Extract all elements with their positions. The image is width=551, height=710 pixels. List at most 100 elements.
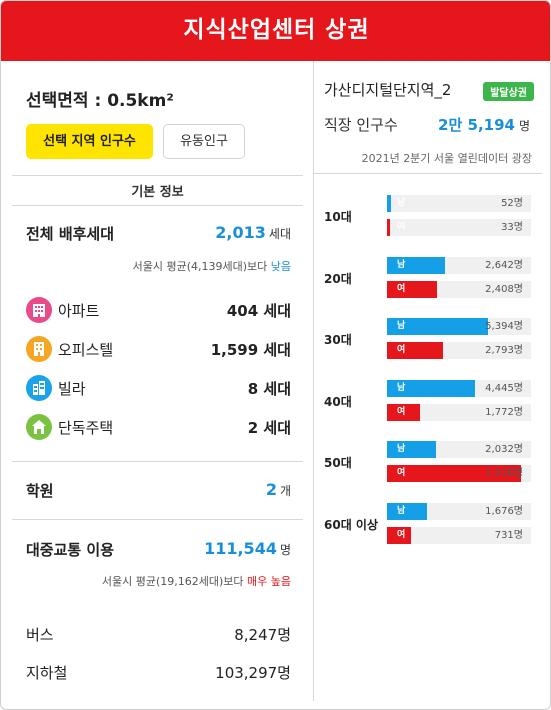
age-group-label: 50대 (324, 456, 352, 470)
male-count: 4,445명 (485, 382, 523, 394)
female-label: 여 (397, 468, 406, 478)
male-population-bar: 남 4,445명 (387, 379, 531, 397)
male-count: 2,642명 (485, 259, 523, 271)
male-bar-fill (387, 318, 488, 335)
male-count: 2,032명 (485, 444, 523, 455)
female-label: 여 (397, 529, 406, 540)
female-label: 여 (397, 406, 406, 417)
subway-label: 지하철 (26, 664, 68, 682)
female-label: 여 (397, 222, 406, 232)
transit-level: 매우 높음 (247, 575, 291, 588)
female-population-bar: 여 2,793명 (387, 342, 531, 359)
male-bar-fill (387, 441, 436, 458)
age-group-label: 40대 (324, 394, 352, 409)
divider (12, 175, 303, 176)
resident-population-button[interactable]: 선택 지역 인구수 (26, 124, 153, 159)
female-population-bar: 여 2,408명 (387, 280, 531, 298)
academy-title: 학원 (26, 482, 54, 500)
male-count: 1,676명 (485, 505, 523, 517)
household-type-value: 8 세대 (247, 380, 291, 398)
female-population-bar: 여 33명 (387, 219, 531, 236)
female-count: 1,772명 (485, 406, 523, 418)
households-level: 낮음 (270, 260, 291, 273)
male-population-bar: 남 1,676명 (387, 502, 531, 520)
female-population-bar: 여 1,216명 (387, 465, 531, 482)
workplace-population-value: 2만 5,194 명 (438, 116, 530, 134)
female-count: 1,216명 (485, 468, 523, 479)
panel-title: 지식산업센터 상권 (1, 1, 550, 61)
data-source-note: 2021년 2분기 서울 열린데이터 광장 (361, 152, 532, 165)
male-population-bar: 남 2,642명 (387, 256, 531, 274)
household-house-row: 단독주택 2 세대 (26, 414, 291, 440)
transit-compare-note: 서울시 평균(19,162세대)보다 매우 높음 (101, 575, 291, 588)
household-type-label: 아파트 (58, 302, 100, 320)
villa-icon (26, 375, 52, 401)
household-type-value: 404 세대 (226, 302, 291, 320)
household-villa-row: 빌라 8 세대 (26, 375, 291, 401)
female-label: 여 (397, 345, 406, 355)
household-apartment-row: 아파트 404 세대 (26, 297, 291, 323)
region-status-badge: 발달상권 (483, 82, 534, 101)
male-population-bar: 남 52명 (387, 195, 531, 212)
female-population-bar: 여 1,772명 (387, 403, 531, 421)
selected-area-label: 선택면적 : 0.5km² (26, 91, 174, 111)
male-bar-fill (387, 502, 427, 520)
male-label: 남 (397, 321, 406, 331)
household-type-label: 단독주택 (58, 419, 114, 437)
bus-row: 버스 8,247명 (26, 624, 291, 645)
male-label: 남 (397, 444, 406, 454)
female-count: 2,793명 (485, 345, 523, 356)
female-count: 731명 (494, 529, 523, 541)
female-bar-fill (387, 342, 443, 359)
transit-value: 111,544 명 (204, 539, 291, 558)
age-group-label: 20대 (324, 271, 352, 286)
households-compare-note: 서울시 평균(4,139세대)보다 낮음 (132, 260, 291, 273)
male-count: 5,394명 (485, 321, 523, 332)
age-group-label: 60대 이상 (324, 517, 378, 532)
male-population-bar: 남 2,032명 (387, 441, 531, 458)
female-bar-fill (387, 280, 437, 298)
divider (12, 519, 303, 520)
household-type-value: 2 세대 (247, 419, 291, 437)
female-bar-fill (387, 465, 521, 482)
male-population-bar: 남 5,394명 (387, 318, 531, 335)
region-name: 가산디지털단지역_2 (324, 81, 452, 99)
age-group-label: 30대 (324, 333, 352, 347)
basic-info-title: 기본 정보 (131, 185, 184, 200)
officetel-icon (26, 336, 52, 362)
household-type-value: 1,599 세대 (210, 341, 291, 359)
subway-value: 103,297명 (215, 664, 291, 682)
transit-title: 대중교통 이용 (26, 541, 115, 559)
male-bar-fill (387, 379, 475, 397)
households-title: 전체 배후세대 (26, 225, 115, 243)
female-population-bar: 여 731명 (387, 526, 531, 544)
female-bar-fill (387, 219, 390, 236)
household-type-label: 빌라 (58, 380, 86, 398)
male-label: 남 (397, 259, 406, 270)
column-divider (313, 61, 314, 701)
workplace-population-label: 직장 인구수 (324, 116, 398, 134)
divider (12, 461, 303, 462)
divider (314, 173, 542, 174)
house-icon (26, 414, 52, 440)
subway-row: 지하철 103,297명 (26, 662, 291, 683)
male-bar-fill (387, 195, 391, 212)
divider (12, 205, 303, 206)
workplace-population-column: 가산디지털단지역_2 발달상권 직장 인구수 2만 5,194 명 2021년 2… (314, 61, 550, 709)
bus-label: 버스 (26, 626, 54, 644)
female-count: 2,408명 (485, 283, 523, 295)
male-label: 남 (397, 198, 406, 208)
basic-info-column: 선택면적 : 0.5km² 선택 지역 인구수 유동인구 기본 정보 전체 배후… (12, 61, 303, 709)
household-type-label: 오피스텔 (58, 341, 114, 359)
apartment-icon (26, 297, 52, 323)
female-bar-fill (387, 526, 411, 544)
male-label: 남 (397, 382, 406, 393)
floating-population-button[interactable]: 유동인구 (163, 124, 245, 159)
male-label: 남 (397, 505, 406, 516)
female-count: 33명 (501, 222, 523, 233)
bus-value: 8,247명 (234, 626, 291, 644)
male-count: 52명 (501, 198, 523, 209)
male-bar-fill (387, 256, 445, 274)
